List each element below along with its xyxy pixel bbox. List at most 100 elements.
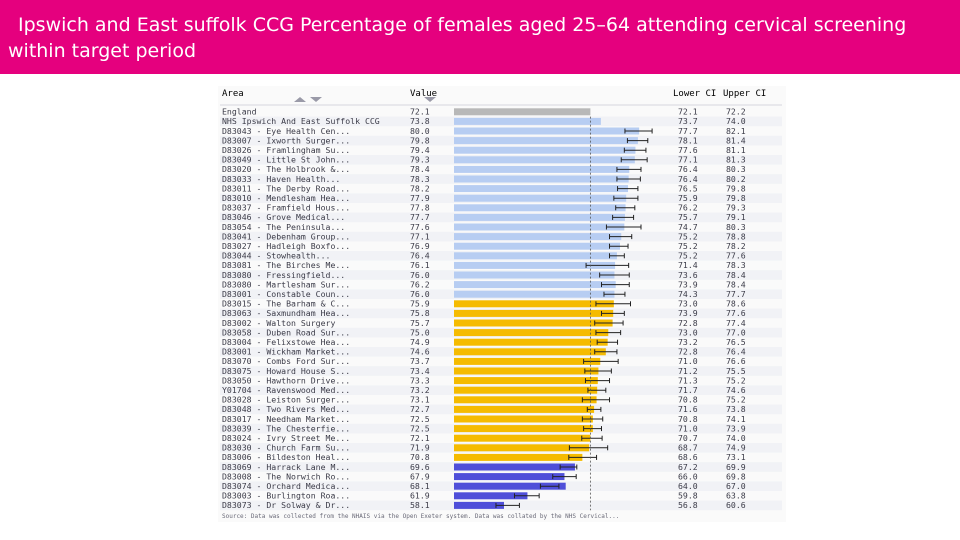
area-label: D83015 - The Barham & C... bbox=[222, 299, 350, 309]
value-label: 72.5 bbox=[410, 414, 430, 424]
area-label: D83006 - Bildeston Heal... bbox=[222, 452, 350, 462]
lower-ci-label: 75.9 bbox=[678, 193, 698, 203]
lower-ci-label: 73.9 bbox=[678, 279, 698, 289]
data-bar bbox=[454, 242, 621, 250]
value-label: 80.0 bbox=[410, 126, 430, 136]
lower-ci-label: 75.2 bbox=[678, 241, 698, 251]
data-bar bbox=[454, 146, 636, 154]
lower-ci-label: 73.7 bbox=[678, 116, 698, 126]
data-bar bbox=[454, 194, 627, 202]
value-label: 77.1 bbox=[410, 231, 430, 241]
data-bar bbox=[454, 348, 606, 356]
upper-ci-label: 75.2 bbox=[726, 395, 746, 405]
data-bar bbox=[454, 396, 597, 404]
value-label: 67.9 bbox=[410, 471, 430, 481]
upper-ci-label: 72.2 bbox=[726, 107, 746, 117]
area-label: D83080 - Martlesham Sur... bbox=[222, 279, 350, 289]
data-bar bbox=[454, 357, 601, 365]
upper-ci-label: 79.8 bbox=[726, 193, 746, 203]
data-bar bbox=[454, 300, 614, 308]
sort-area-down-icon[interactable] bbox=[310, 97, 322, 102]
upper-ci-label: 77.7 bbox=[726, 289, 746, 299]
lower-ci-label: 72.8 bbox=[678, 318, 698, 328]
area-label: D83081 - The Birches Me... bbox=[222, 260, 350, 270]
area-label: D83041 - Debenham Group... bbox=[222, 231, 350, 241]
area-label: D83007 - Ixworth Surger... bbox=[222, 135, 350, 145]
value-label: 73.1 bbox=[410, 395, 430, 405]
data-bar bbox=[454, 405, 595, 413]
value-label: 77.6 bbox=[410, 222, 430, 232]
upper-ci-label: 77.6 bbox=[726, 251, 746, 261]
value-label: 71.9 bbox=[410, 443, 430, 453]
area-label: D83073 - Dr Solway & Dr... bbox=[222, 500, 350, 510]
area-label: Y01704 - Ravenswood Med... bbox=[222, 385, 350, 395]
lower-ci-label: 74.3 bbox=[678, 289, 698, 299]
area-label: D83001 - Constable Coun... bbox=[222, 289, 350, 299]
sort-value-down-icon[interactable] bbox=[424, 97, 436, 102]
data-bar bbox=[454, 329, 609, 337]
upper-ci-label: 79.1 bbox=[726, 212, 746, 222]
data-bar bbox=[454, 281, 616, 289]
value-label: 79.3 bbox=[410, 155, 430, 165]
lower-ci-label: 75.7 bbox=[678, 212, 698, 222]
upper-ci-label: 76.5 bbox=[726, 337, 746, 347]
lower-ci-label: 71.3 bbox=[678, 375, 698, 385]
lower-ci-label: 67.2 bbox=[678, 462, 698, 472]
data-bar bbox=[454, 473, 565, 481]
value-label: 75.9 bbox=[410, 299, 430, 309]
upper-ci-label: 74.1 bbox=[726, 414, 746, 424]
value-label: 76.4 bbox=[410, 251, 430, 261]
data-bar bbox=[454, 223, 625, 231]
value-label: 70.8 bbox=[410, 452, 430, 462]
header-value: Value bbox=[410, 89, 437, 99]
upper-ci-label: 73.9 bbox=[726, 423, 746, 433]
lower-ci-label: 71.0 bbox=[678, 423, 698, 433]
value-label: 76.9 bbox=[410, 241, 430, 251]
upper-ci-label: 77.0 bbox=[726, 327, 746, 337]
data-bar bbox=[454, 137, 638, 145]
area-label: D83043 - Eye Health Cen... bbox=[222, 126, 350, 136]
value-label: 78.3 bbox=[410, 174, 430, 184]
lower-ci-label: 73.0 bbox=[678, 327, 698, 337]
data-bar bbox=[454, 204, 626, 212]
lower-ci-label: 68.6 bbox=[678, 452, 698, 462]
lower-ci-label: 78.1 bbox=[678, 135, 698, 145]
value-label: 68.1 bbox=[410, 481, 430, 491]
data-bar bbox=[454, 290, 615, 298]
lower-ci-label: 56.8 bbox=[678, 500, 698, 510]
lower-ci-label: 76.5 bbox=[678, 183, 698, 193]
sort-area-up-icon[interactable] bbox=[294, 97, 306, 102]
area-label: D83050 - Hawthorn Drive... bbox=[222, 375, 350, 385]
upper-ci-label: 77.6 bbox=[726, 308, 746, 318]
upper-ci-label: 63.8 bbox=[726, 491, 746, 501]
slide-title: Ipswich and East suffolk CCG Percentage … bbox=[8, 14, 907, 62]
area-label: D83054 - The Peninsula... bbox=[222, 222, 345, 232]
value-label: 78.2 bbox=[410, 183, 430, 193]
data-bar bbox=[454, 482, 566, 490]
data-bar bbox=[454, 213, 625, 221]
data-bar bbox=[454, 117, 601, 125]
lower-ci-label: 77.1 bbox=[678, 155, 698, 165]
value-label: 72.7 bbox=[410, 404, 430, 414]
value-label: 73.3 bbox=[410, 375, 430, 385]
data-bar bbox=[454, 338, 608, 346]
data-bar bbox=[454, 319, 613, 327]
value-label: 74.6 bbox=[410, 347, 430, 357]
lower-ci-label: 64.0 bbox=[678, 481, 698, 491]
data-bar bbox=[454, 434, 591, 442]
area-label: D83010 - Mendlesham Hea... bbox=[222, 193, 350, 203]
value-label: 61.9 bbox=[410, 491, 430, 501]
upper-ci-label: 76.4 bbox=[726, 347, 746, 357]
upper-ci-label: 74.6 bbox=[726, 385, 746, 395]
lower-ci-label: 72.1 bbox=[678, 107, 698, 117]
upper-ci-label: 82.1 bbox=[726, 126, 746, 136]
upper-ci-label: 75.5 bbox=[726, 366, 746, 376]
area-label: NHS Ipswich And East Suffolk CCG bbox=[222, 116, 380, 126]
lower-ci-label: 75.2 bbox=[678, 231, 698, 241]
lower-ci-label: 59.8 bbox=[678, 491, 698, 501]
area-label: D83011 - The Derby Road... bbox=[222, 183, 350, 193]
upper-ci-label: 81.4 bbox=[726, 135, 746, 145]
value-label: 75.0 bbox=[410, 327, 430, 337]
data-bar bbox=[454, 309, 614, 317]
upper-ci-label: 74.0 bbox=[726, 116, 746, 126]
